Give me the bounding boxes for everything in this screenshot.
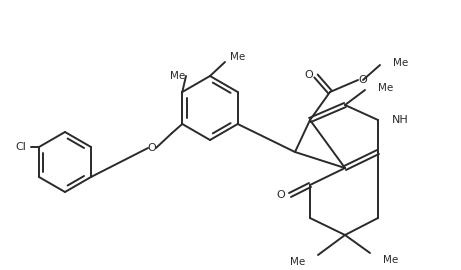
Text: Me: Me: [378, 83, 393, 93]
Text: Me: Me: [230, 52, 245, 62]
Text: NH: NH: [392, 115, 409, 125]
Text: Me: Me: [383, 255, 398, 265]
Text: O: O: [148, 143, 156, 153]
Text: Me: Me: [393, 58, 408, 68]
Text: Me: Me: [171, 71, 186, 81]
Text: O: O: [359, 75, 367, 85]
Text: Cl: Cl: [16, 142, 26, 152]
Text: O: O: [277, 190, 285, 200]
Text: Me: Me: [290, 257, 305, 267]
Text: O: O: [305, 70, 313, 80]
